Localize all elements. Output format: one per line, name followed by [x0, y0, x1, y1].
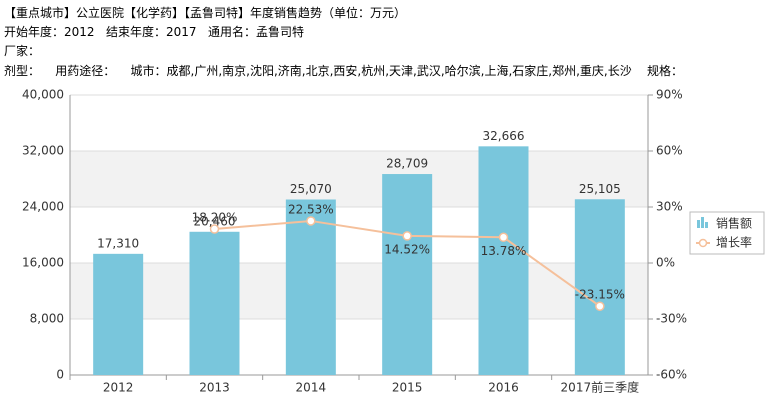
line-marker [595, 301, 605, 311]
line-value-label: 18.20% [192, 211, 238, 225]
line-value-label: -23.15% [575, 288, 625, 302]
x-tick-label: 2015 [392, 381, 423, 395]
bar-value-label: 25,105 [579, 182, 621, 196]
bar [574, 199, 625, 375]
legend-icon [705, 222, 708, 228]
filter-line: 开始年度：2012 结束年度：2017 通用名：孟鲁司特 [4, 25, 304, 39]
line-marker [498, 232, 509, 243]
y2-tick-label: -60% [656, 368, 687, 382]
legend-icon [697, 220, 700, 228]
y2-tick-label: 60% [656, 144, 683, 158]
x-tick-label: 2012 [103, 381, 134, 395]
line-value-label: 13.78% [481, 244, 527, 258]
line-value-label: 22.53% [288, 202, 334, 216]
bar-value-label: 17,310 [97, 236, 139, 250]
x-tick-label: 2013 [199, 381, 230, 395]
bar-value-label: 32,666 [483, 129, 525, 143]
legend-label: 销售额 [716, 216, 752, 231]
line-marker [402, 231, 412, 241]
legend-icon [701, 217, 704, 228]
title: 【重点城市】公立医院【化学药】【孟鲁司特】年度销售趋势（单位：万元） [4, 6, 407, 20]
line-marker [209, 224, 220, 234]
bar [285, 199, 336, 375]
line-value-label: 14.52% [384, 242, 430, 256]
y-tick-label: 40,000 [22, 88, 64, 102]
x-tick-label: 2017前三季度 [561, 380, 640, 395]
bar-value-label: 28,709 [386, 157, 428, 171]
y2-tick-label: 0% [656, 256, 675, 270]
y2-tick-label: -30% [656, 312, 687, 326]
y2-tick-label: 30% [656, 200, 683, 214]
x-tick-label: 2016 [488, 381, 519, 395]
legend-icon [698, 238, 708, 248]
y-tick-label: 8,000 [30, 312, 64, 326]
y-tick-label: 32,000 [22, 144, 64, 158]
x-tick-label: 2014 [296, 381, 327, 395]
legend-label: 增长率 [716, 235, 752, 250]
bar [382, 174, 433, 375]
bar-value-label: 25,070 [290, 182, 332, 196]
grid-band [70, 263, 648, 319]
grid-band [70, 151, 648, 207]
y2-tick-label: 90% [656, 88, 683, 102]
bar-value-label: 20,460 [194, 214, 236, 228]
y-tick-label: 0 [56, 368, 64, 382]
bar [93, 253, 144, 375]
filter-line: 厂家： [4, 44, 41, 58]
y-tick-label: 16,000 [22, 256, 64, 270]
bar [478, 146, 529, 375]
line-marker [306, 216, 316, 226]
y-tick-label: 24,000 [22, 200, 64, 214]
bar [189, 231, 240, 375]
filter-line: 剂型： 用药途径： 城市：成都,广州,南京,沈阳,济南,北京,西安,杭州,天津,… [4, 64, 683, 78]
